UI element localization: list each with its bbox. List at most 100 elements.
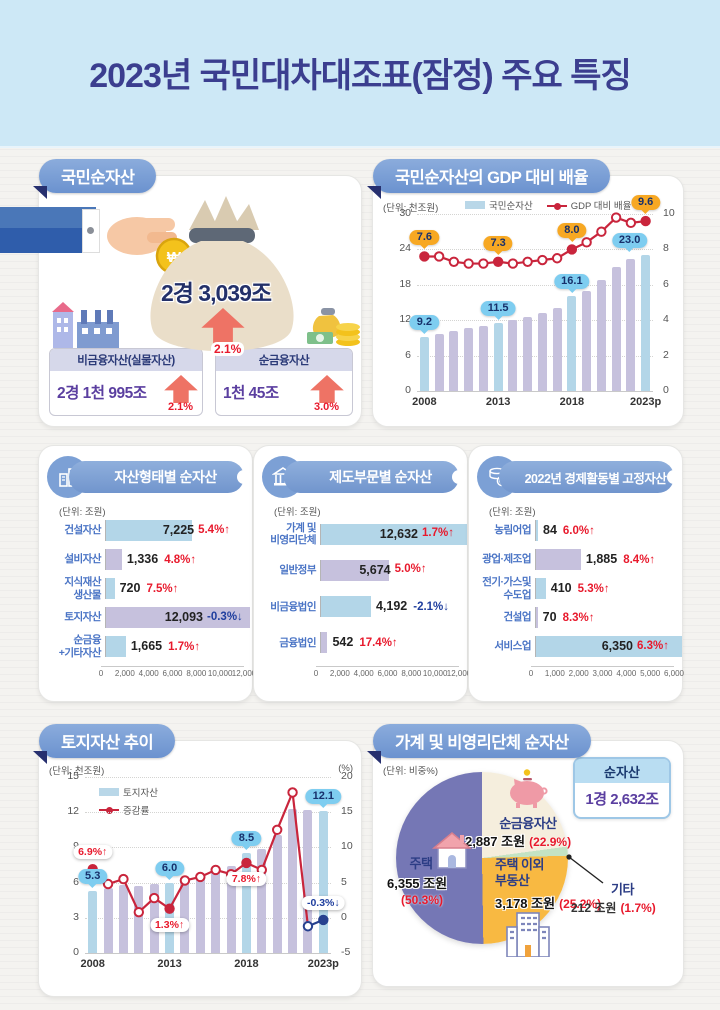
value-group: 542 17.4%↑ — [332, 635, 397, 649]
bar — [211, 870, 221, 953]
bar-change: 17.4%↑ — [359, 637, 398, 650]
bar — [106, 549, 122, 570]
net-financial-assets-box: 순금융자산 1천 45조 3.0% — [215, 348, 353, 416]
summary-box-label: 순자산 — [575, 759, 669, 783]
y-axis-tick-left: 0 — [405, 384, 411, 396]
bar — [478, 325, 488, 391]
ribbon-fold — [33, 186, 47, 199]
bar — [536, 636, 682, 657]
y-axis-tick-left: 30 — [399, 207, 411, 219]
panel-gdp-ratio: 국민순자산의 GDP 대비 배율 (단위: 천조원) 국민순자산 GDP 대비 … — [367, 159, 684, 427]
title-banner: 2023년 국민대차대조표(잠정) 주요 특징 — [0, 0, 720, 148]
bar-callout: 5.3 — [78, 868, 108, 884]
bar-value: 1,885 — [585, 552, 618, 566]
bar-change: 5.4%↑ — [198, 523, 231, 536]
bar — [106, 520, 193, 541]
line-swatch — [546, 202, 567, 210]
value-group: 1,665 1.7%↑ — [131, 639, 200, 653]
bar-label: 일반정부 — [279, 564, 316, 577]
bar — [106, 607, 251, 628]
bar-row: 비금융법인 4,192 -2.1%↓ — [262, 589, 463, 625]
panel-household-net-assets: 가계 및 비영리단체 순자산 (단위: 비중%) 순자산 1경 2,632조 순… — [367, 724, 684, 987]
bar-label: 농림어업 — [494, 524, 531, 537]
unit-right-label: (%) — [338, 763, 353, 774]
x-axis: 0 1,000 2,000 3,000 4,000 5,000 6,000 — [529, 666, 684, 679]
panel-header-land-trend: 토지자산 추이 — [33, 724, 176, 764]
y-axis-tick-left: 0 — [73, 946, 79, 958]
value-group: 410 5.3%↑ — [551, 581, 610, 595]
net-financial-assets-value: 1천 45조 — [223, 385, 279, 402]
slice-label-other: 기타 — [611, 882, 634, 897]
bar — [321, 596, 371, 618]
total-change-badge: 2.1% — [211, 342, 245, 356]
up-arrow-icon — [201, 308, 245, 344]
y-axis-tick-right: 10 — [341, 840, 353, 853]
building-icon — [506, 912, 550, 957]
bar-track: 84 6.0%↑ — [535, 520, 679, 541]
bar — [419, 336, 429, 391]
panel-assets-by-type: 자산형태별 순자산 (단위: 조원) 건설자산 7,225 5.4%↑ 설비자산 1,3… — [38, 445, 256, 702]
ribbon-fold — [367, 751, 381, 764]
gridline — [417, 249, 653, 251]
slice-label-housing: 주택 — [409, 856, 433, 871]
bar-change: 8.3%↑ — [562, 612, 595, 624]
line-callout: 9.6 — [630, 195, 661, 211]
x-axis-tick: 2013 — [485, 396, 511, 408]
x-axis-tick: 6,000 — [377, 669, 398, 678]
x-axis-tick: 10,000 — [207, 669, 233, 678]
bar-change: -0.3%↓ — [207, 610, 243, 623]
header-bar: 자산형태별 순자산 — [69, 461, 251, 493]
ribbon-fold — [33, 751, 47, 764]
bar — [449, 330, 459, 391]
nonfinancial-assets-value: 2경 1천 995조 — [57, 385, 147, 402]
bar-track: 70 8.3%↑ — [535, 607, 679, 628]
panel-title: 국민순자산의 GDP 대비 배율 — [395, 169, 589, 187]
panel-header-assets-by-sector: 제도부문별 순자산 — [262, 456, 466, 498]
bar-value: 542 — [332, 635, 354, 650]
hbar-rows: 건설자산 7,225 5.4%↑ 설비자산 1,336 4.8%↑ 지식재산 생산물 720 7.… — [47, 516, 251, 661]
bar-track: 6,350 6.3%↑ — [535, 636, 682, 657]
panel-header-net-assets: 국민순자산 — [33, 159, 157, 199]
nonfinancial-assets-change: 2.1% — [168, 401, 194, 413]
bar-row: 설비자산 1,336 4.8%↑ — [47, 545, 248, 574]
bar-row: 전기·가스및 수도업 410 5.3%↑ — [477, 574, 678, 603]
bar-label: 비금융법인 — [270, 600, 316, 613]
x-axis: 0 2,000 4,000 6,000 8,000 10,000 12,000 — [98, 666, 256, 679]
bar-label: 순금융 +기타자산 — [58, 634, 102, 659]
gridline — [417, 284, 653, 286]
unit-label: (단위: 비중%) — [383, 766, 439, 777]
y-axis-tick-left: 6 — [405, 348, 411, 361]
bar-row: 광업·제조업 1,885 8.4%↑ — [477, 545, 678, 574]
summary-box-value: 1경 2,632조 — [585, 790, 659, 808]
cuff-illustration — [82, 209, 100, 253]
bar-track: 1,336 4.8%↑ — [105, 549, 249, 570]
slice-value-financial: 2,887 조원 (22.9%) — [465, 834, 572, 849]
bar-change: 6.3%↑ — [637, 639, 669, 652]
bar — [321, 559, 389, 581]
unit-label: (단위: 천조원) — [49, 766, 105, 777]
bar-value: 1,336 — [126, 552, 159, 566]
bar-callout: 9.2 — [409, 314, 440, 330]
hbar-rows: 농림어업 84 6.0%↑ 광업·제조업 1,885 8.4%↑ 전기·가스및 수도업 410 5… — [477, 516, 682, 661]
bar-change: 5.0%↑ — [394, 563, 427, 576]
bar-change: 8.4%↑ — [623, 554, 656, 566]
bar-track: 4,192 -2.1%↓ — [320, 596, 464, 618]
y-axis-tick-right: -5 — [341, 946, 351, 958]
bar-row: 건설업 70 8.3%↑ — [477, 603, 678, 632]
bar-change: 1.7%↑ — [168, 641, 201, 653]
y-axis-tick-left: 12 — [399, 313, 411, 326]
bar-value: 70 — [542, 610, 557, 624]
bar-row: 금융법인 542 17.4%↑ — [262, 625, 463, 661]
net-financial-assets-label: 순금융자산 — [216, 349, 352, 371]
bar — [195, 875, 205, 953]
bar-swatch — [99, 788, 119, 796]
x-axis-tick: 0 — [98, 669, 104, 678]
bar-label: 토지자산 — [64, 611, 101, 624]
line-change-label: -0.3%↓ — [301, 895, 345, 910]
line-swatch — [99, 806, 119, 814]
bar-label: 금융법인 — [279, 636, 316, 649]
x-axis-tick: 2008 — [80, 958, 105, 970]
ribbon-fold — [367, 186, 381, 199]
gridline — [85, 847, 331, 849]
x-axis-tick: 2,000 — [329, 669, 350, 678]
